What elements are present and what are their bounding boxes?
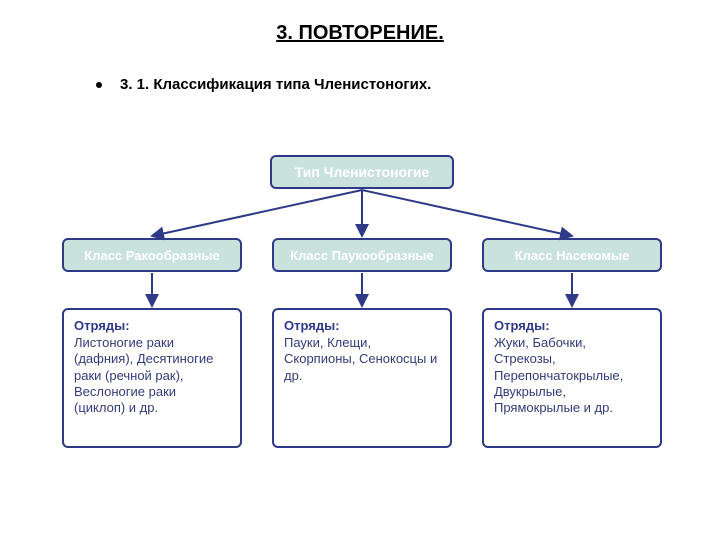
subtitle-text: 3. 1. Классификация типа Членистоногих. (120, 76, 431, 93)
detail-box: Отряды: Листоногие раки (дафния), Десяти… (62, 308, 242, 448)
detail-head: Отряды: (494, 318, 650, 333)
class-label: Класс Паукообразные (284, 248, 440, 263)
class-box: Класс Паукообразные (272, 238, 452, 272)
root-box: Тип Членистоногие (270, 155, 454, 189)
detail-body: Пауки, Клещи, Скорпионы, Сенокосцы и др. (284, 335, 440, 384)
detail-body: Жуки, Бабочки, Стрекозы, Перепончатокрыл… (494, 335, 650, 416)
detail-head: Отряды: (284, 318, 440, 333)
detail-box: Отряды: Жуки, Бабочки, Стрекозы, Перепон… (482, 308, 662, 448)
root-label: Тип Членистоногие (282, 164, 442, 180)
class-label: Класс Насекомые (494, 248, 650, 263)
detail-head: Отряды: (74, 318, 230, 333)
class-label: Класс Ракообразные (74, 248, 230, 263)
slide-title: 3. ПОВТОРЕНИЕ. (0, 22, 720, 45)
bullet-icon (96, 82, 102, 88)
detail-box: Отряды: Пауки, Клещи, Скорпионы, Сенокос… (272, 308, 452, 448)
class-box: Класс Насекомые (482, 238, 662, 272)
subtitle-row: 3. 1. Классификация типа Членистоногих. (96, 76, 431, 93)
slide: 3. ПОВТОРЕНИЕ. 3. 1. Классификация типа … (0, 0, 720, 540)
detail-body: Листоногие раки (дафния), Десятиногие ра… (74, 335, 230, 416)
class-box: Класс Ракообразные (62, 238, 242, 272)
